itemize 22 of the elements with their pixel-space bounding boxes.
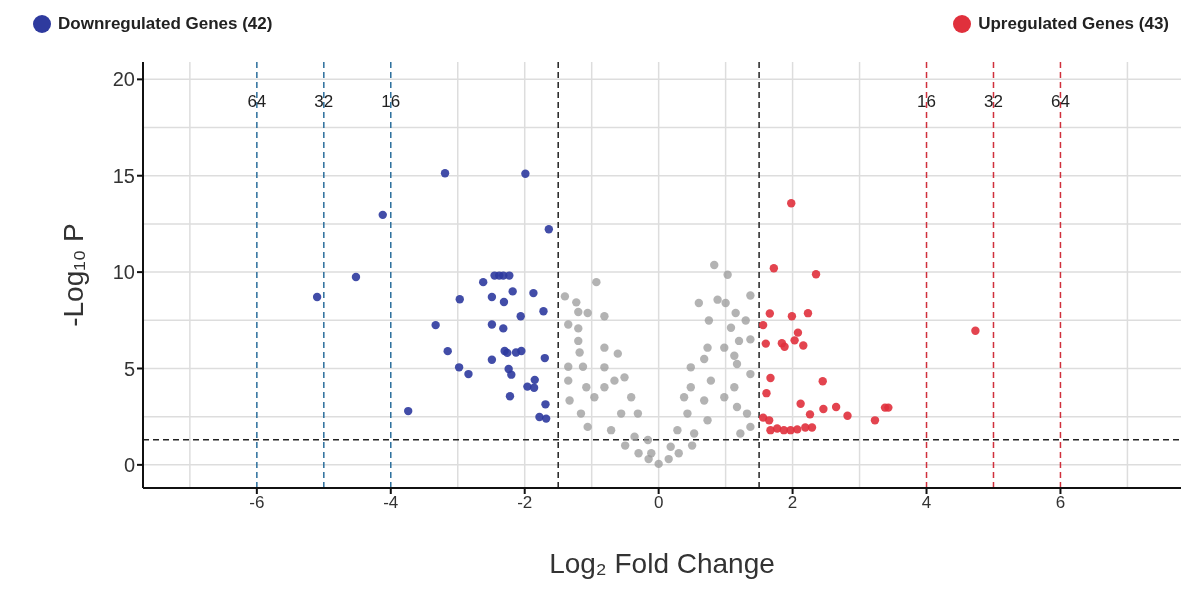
legend-label: Downregulated Genes (42) <box>58 14 273 34</box>
annotation: 64 <box>1051 91 1070 111</box>
x-tick-label: 0 <box>653 493 664 513</box>
legend-label: Upregulated Genes (43) <box>978 14 1169 34</box>
y-tick-label: 5 <box>123 357 135 380</box>
x-axis-title: Log₂ Fold Change <box>549 547 775 579</box>
annotation: 64 <box>247 91 267 111</box>
y-tick-label: 0 <box>123 453 135 476</box>
annotation: 32 <box>984 91 1003 111</box>
y-tick-label: 20 <box>112 68 135 91</box>
y-tick-label: 15 <box>112 164 135 187</box>
x-tick-label: 6 <box>1055 493 1066 513</box>
annotation: 16 <box>917 91 936 111</box>
y-axis-title: -Log₁₀ P <box>57 223 89 327</box>
x-tick-label: -4 <box>383 493 399 513</box>
x-tick-label: 2 <box>787 493 798 513</box>
x-tick-label: -2 <box>517 493 533 513</box>
annotation: 32 <box>314 91 334 111</box>
y-tick-label: 10 <box>112 261 135 284</box>
x-tick-label: -6 <box>249 493 265 513</box>
annotation: 16 <box>381 91 401 111</box>
x-tick-label: 4 <box>921 493 932 513</box>
